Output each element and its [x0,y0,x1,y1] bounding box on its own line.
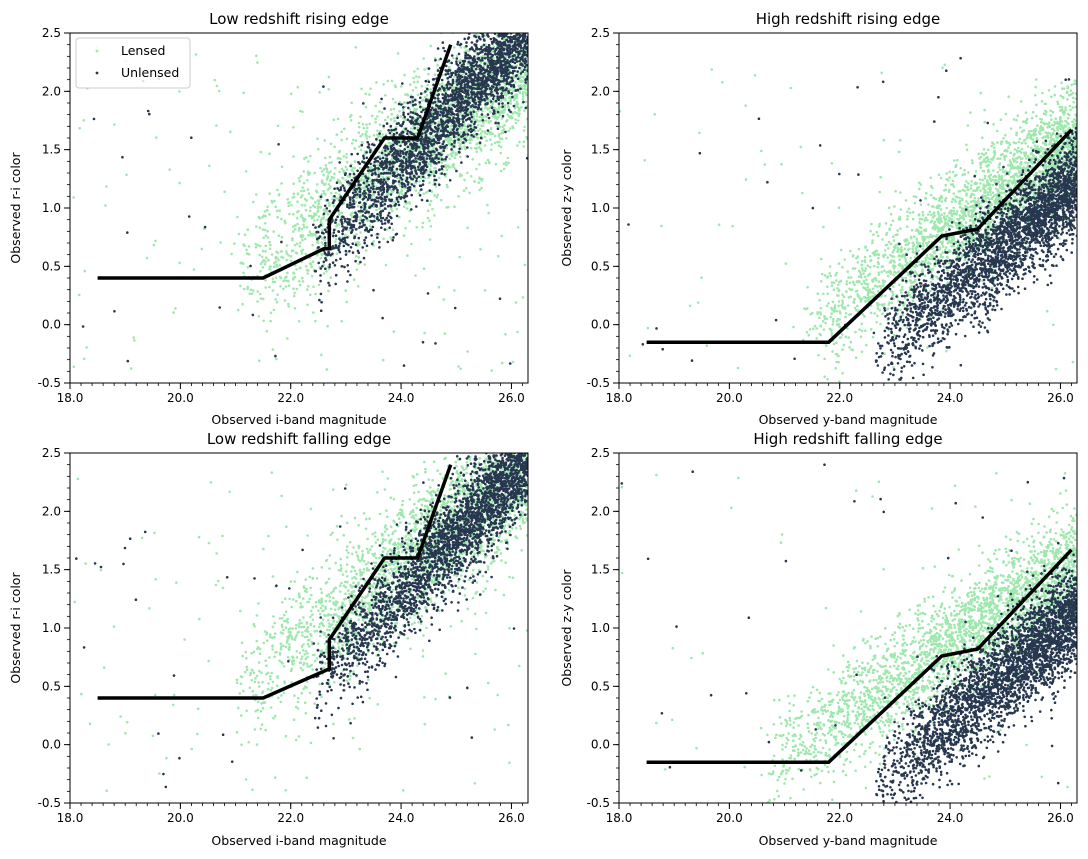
y-tick-label: 2.0 [42,84,61,98]
panel-high-redshift-rising: High redshift rising edge 18.0 20.0 22.0 24… [559,10,1078,427]
y-axis-label: Observed z-y color [559,569,574,687]
x-tick-label: 22.0 [826,811,853,825]
y-tick-label: 0.5 [42,679,61,693]
scatter-unlensed [75,453,528,789]
x-axis-label: Observed i-band magnitude [211,412,386,427]
axes: 18.0 20.0 22.0 24.0 26.0 -0.5 0.0 0.5 1.0 1.5 2.0 2… [587,446,1078,825]
legend-marker-unlensed [95,71,99,75]
x-tick-label: 20.0 [716,391,743,405]
scatter-unlensed [81,33,528,367]
x-tick-label: 18.0 [606,391,633,405]
scatter-unlensed [620,463,1077,803]
x-tick-label: 22.0 [826,391,853,405]
axes: 18.0 20.0 22.0 24.0 26.0 -0.5 0.0 0.5 1.0 1.5 2.0 2… [587,26,1078,405]
x-tick-label: 24.0 [937,391,964,405]
boundary-polyline [97,44,453,280]
y-tick-label: 1.0 [42,621,61,635]
y-tick-label: 1.5 [591,143,610,157]
x-tick-label: 26.0 [1047,391,1074,405]
panel-title: Low redshift falling edge [207,430,391,448]
x-tick-label: 20.0 [167,811,194,825]
x-tick-label: 18.0 [57,811,84,825]
x-tick-label: 22.0 [277,811,304,825]
panel-title: High redshift rising edge [756,10,941,28]
x-tick-label: 18.0 [606,811,633,825]
x-tick-label: 26.0 [1047,811,1074,825]
y-tick-label: 1.0 [591,201,610,215]
y-axis-label: Observed r-i color [8,152,23,264]
legend-label-unlensed: Unlensed [121,65,179,80]
scatter-points [620,463,1077,803]
x-tick-label: 26.0 [498,391,525,405]
y-tick-label: 1.0 [42,201,61,215]
legend-label-lensed: Lensed [121,43,166,58]
y-tick-label: -0.5 [587,796,610,810]
x-tick-label: 24.0 [937,811,964,825]
y-tick-label: 0.5 [591,259,610,273]
x-tick-label: 20.0 [167,391,194,405]
legend-box [75,37,191,89]
legend-marker-lensed [95,49,99,53]
x-tick-label: 26.0 [498,811,525,825]
x-tick-label: 24.0 [388,391,415,405]
y-tick-label: 1.5 [591,563,610,577]
y-tick-label: 2.0 [591,84,610,98]
x-axis-label: Observed y-band magnitude [759,833,938,848]
y-tick-label: 1.5 [42,143,61,157]
y-tick-label: 2.0 [591,504,610,518]
y-tick-label: 0.0 [42,318,61,332]
y-tick-label: 0.0 [591,318,610,332]
y-tick-label: 2.5 [42,26,61,40]
x-axis-label: Observed i-band magnitude [211,833,386,848]
panel-title: High redshift falling edge [753,430,942,448]
boundary-polyline [646,128,1073,344]
y-tick-label: 0.0 [591,738,610,752]
y-tick-label: 1.5 [42,563,61,577]
boundary-line [646,548,1073,764]
y-tick-label: 0.5 [591,679,610,693]
x-tick-label: 18.0 [57,391,84,405]
axes: 18.0 20.0 22.0 24.0 26.0 -0.5 0.0 0.5 1.0 1.5 2.0 2… [38,446,529,825]
boundary-line [97,464,453,700]
boundary-polyline [97,464,453,700]
y-tick-label: 0.0 [42,738,61,752]
scatter-points [619,56,1077,383]
y-tick-label: 0.5 [42,259,61,273]
y-axis-label: Observed z-y color [559,149,574,267]
y-tick-label: 1.0 [591,621,610,635]
legend: Lensed Unlensed [75,37,191,89]
panel-low-redshift-falling: Low redshift falling edge 18.0 20.0 22.0 24… [8,430,529,848]
x-tick-label: 22.0 [277,391,304,405]
y-axis-label: Observed r-i color [8,572,23,684]
x-tick-label: 24.0 [388,811,415,825]
y-tick-label: 2.5 [591,26,610,40]
y-tick-label: -0.5 [587,376,610,390]
y-tick-label: -0.5 [38,376,61,390]
boundary-line [97,44,453,280]
y-tick-label: 2.5 [42,446,61,460]
panel-title: Low redshift rising edge [209,10,389,28]
y-tick-label: -0.5 [38,796,61,810]
y-tick-label: 2.5 [591,446,610,460]
boundary-line [646,128,1073,344]
panel-low-redshift-rising: Low redshift rising edge 18.0 20.0 22.0 24.… [8,10,529,427]
x-axis-label: Observed y-band magnitude [759,412,938,427]
y-tick-label: 2.0 [42,504,61,518]
panel-high-redshift-falling: High redshift falling edge 18.0 20.0 22.0 2… [559,430,1078,848]
x-tick-label: 20.0 [716,811,743,825]
scatter-unlensed [627,56,1077,381]
boundary-polyline [646,548,1073,764]
scatter-points [73,453,528,792]
axes: 18.0 20.0 22.0 24.0 26.0 -0.5 0.0 0.5 1.0 1.5 2.0 2… [38,26,529,405]
